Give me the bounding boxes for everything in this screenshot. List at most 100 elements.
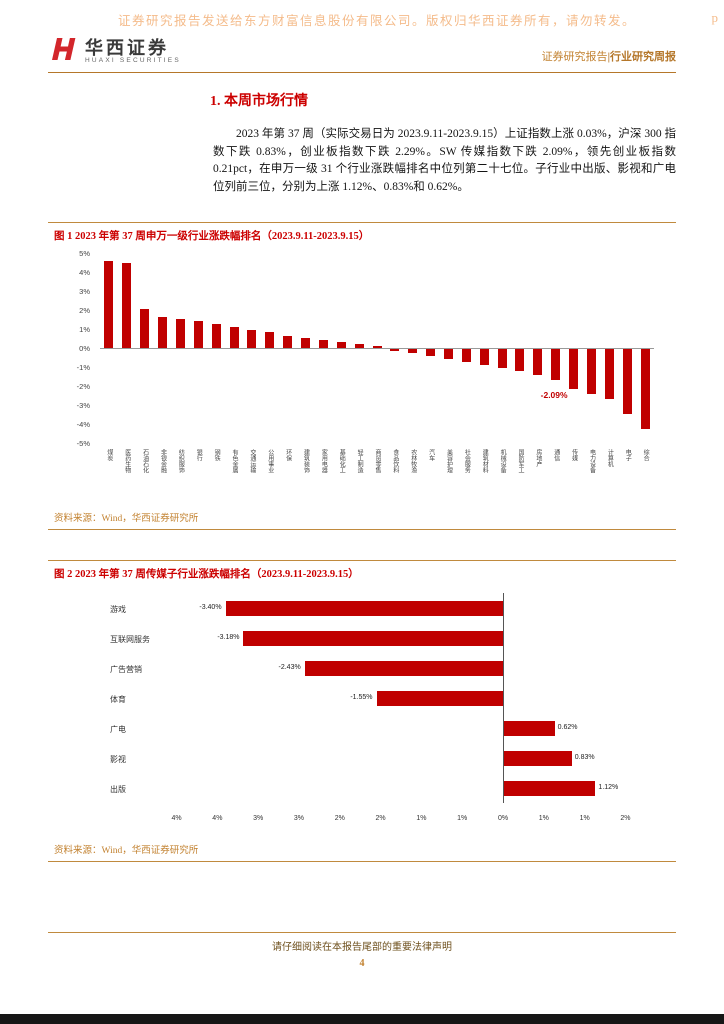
chart1-bar	[104, 260, 114, 348]
chart1-bar	[408, 349, 418, 353]
chart2-value-label: -3.40%	[199, 604, 222, 611]
chart1-bar	[640, 349, 650, 429]
chart1-ytick: 5%	[79, 249, 90, 258]
chart1-bar	[533, 349, 543, 376]
footer-legal-notice: 请仔细阅读在本报告尾部的重要法律声明	[272, 942, 452, 953]
chart1-xtick: 计算机	[606, 449, 613, 467]
chart1-xtick: 汽车	[427, 449, 434, 461]
chart2-bar	[504, 750, 572, 766]
chart2-category-label: 影视	[110, 754, 126, 764]
chart1-bar	[426, 349, 436, 356]
report-type-separator: |	[607, 51, 610, 63]
chart1-xtick: 通信	[552, 449, 559, 461]
chart1-bar	[497, 349, 507, 368]
section-title: 1. 本周市场行情	[210, 94, 308, 109]
chart1-xtick: 煤炭	[105, 449, 112, 461]
chart1-ytick: 4%	[79, 268, 90, 277]
figure-2-caption: 图 2 2023 年第 37 周传媒子行业涨跌幅排名（2023.9.11-202…	[48, 560, 676, 581]
chart2-category-labels: 游戏 互联网服务 广告营销 体育 广电 影视 出版	[110, 593, 170, 803]
chart1-xtick: 医药生物	[123, 449, 130, 473]
chart2-bar	[504, 780, 596, 796]
chart1-ytick: 1%	[79, 325, 90, 334]
chart1-ytick: 2%	[79, 306, 90, 315]
company-logo: 华西证券 HUAXI SECURITIES	[48, 37, 181, 66]
chart2-xtick: 3%	[253, 815, 264, 822]
chart1-annotation: -2.09%	[540, 389, 568, 400]
chart2-value-label: -2.43%	[278, 664, 301, 671]
chart1-xtick: 美容护理	[445, 449, 452, 473]
chart1-bar	[175, 319, 185, 348]
figure-1-source: 资料来源：Wind，华西证券研究所	[48, 505, 676, 530]
chart2-xtick: 2%	[334, 815, 345, 822]
page-number: 4	[359, 958, 365, 969]
chart1-xtick: 非银金融	[159, 449, 166, 473]
chart1-xtick: 有色金属	[231, 449, 238, 473]
chart1-xtick: 商贸零售	[374, 449, 380, 473]
chart1-bar	[586, 349, 596, 394]
chart2-category-label: 广电	[110, 724, 126, 734]
bottom-strip	[0, 1014, 724, 1024]
chart1-bar	[140, 309, 150, 348]
chart2-xtick: 3%	[293, 815, 305, 822]
chart1-xtick: 银行	[195, 449, 202, 461]
chart1-xtick: 综合	[642, 449, 649, 461]
chart2-category-label: 广告营销	[110, 664, 142, 674]
chart2-value-label: -3.18%	[217, 634, 240, 641]
chart1-bar	[247, 329, 257, 348]
chart1-ytick: -3%	[76, 401, 90, 410]
chart1-ytick: -5%	[76, 439, 90, 448]
logo-title: 华西证券	[85, 37, 169, 58]
figure-2: 图 2 2023 年第 37 周传媒子行业涨跌幅排名（2023.9.11-202…	[48, 560, 676, 862]
watermark-text: 证券研究报告发送给东方财富信息股份有限公司。版权归华西证券所有，请勿转发。	[118, 14, 637, 28]
chart1-bar	[622, 349, 632, 414]
chart2-zero-line	[503, 593, 505, 803]
chart1-xtick: 农林牧渔	[409, 449, 416, 473]
chart1-xtick: 社会服务	[463, 449, 470, 473]
chart2-xtick: 0%	[497, 815, 509, 822]
chart2-bar	[376, 690, 504, 706]
chart1-xtick: 基础化工	[338, 449, 345, 473]
chart1-bar	[372, 346, 382, 348]
chart2-category-label: 互联网服务	[110, 634, 150, 644]
report-type: 证券研究报告	[541, 51, 608, 63]
chart1-xtick: 房地产	[534, 449, 541, 467]
report-category: 行业研究周报	[610, 51, 676, 63]
chart1: 5% 4% 3% 2% 1% 0% -1% -2% -3% -4% -5% -2.09% 煤炭 医药生…	[48, 247, 676, 505]
chart1-xtick: 轻工制造	[356, 449, 363, 473]
chart2-xlabels: 4% 4% 3% 3% 2% 2% 1% 1% 0% 1% 1% 2%	[148, 815, 654, 829]
chart2-xtick: 4%	[171, 815, 182, 822]
chart2-value-label: -1.55%	[350, 694, 373, 701]
chart1-bar	[443, 349, 453, 359]
chart1-ytick: -4%	[76, 420, 90, 429]
chart1-bar	[301, 338, 311, 348]
chart2-category-label: 游戏	[110, 604, 126, 614]
chart1-ytick: 3%	[79, 287, 90, 296]
chart1-xtick: 环保	[284, 449, 291, 461]
chart1-xtick: 家用电器	[320, 449, 327, 473]
chart1-bar	[569, 349, 579, 389]
watermark-suffix: p	[711, 10, 719, 25]
chart1-plot: -2.09%	[100, 253, 654, 443]
logo-subtitle: HUAXI SECURITIES	[85, 56, 181, 64]
figure-2-source: 资料来源：Wind，华西证券研究所	[48, 837, 676, 862]
chart1-xtick: 石油石化	[141, 449, 148, 473]
chart1-bar	[551, 349, 561, 380]
report-type-label: 证券研究报告|行业研究周报	[542, 48, 676, 64]
chart1-zero-line	[100, 348, 654, 349]
chart1-ylabels: 5% 4% 3% 2% 1% 0% -1% -2% -3% -4% -5%	[48, 249, 94, 448]
chart2-category-label: 体育	[110, 694, 126, 704]
chart1-xtick: 电力设备	[588, 449, 595, 473]
chart2-plot: -3.40% -3.18% -2.43% -1.55% 0.62% 0.83% 1.12%	[148, 593, 654, 803]
chart1-bar	[479, 349, 489, 366]
chart2-xtick: 2%	[620, 815, 631, 822]
chart1-bar	[193, 321, 203, 348]
chart2-xtick: 4%	[212, 815, 223, 822]
chart1-ytick: -2%	[76, 382, 90, 391]
chart1-xlabels: 煤炭 医药生物 石油石化 非银金融 纺织服饰 银行 钢铁 有色金属 交通运输 公用事业 环保 建筑装饰…	[100, 447, 654, 505]
logo-text: 华西证券 HUAXI SECURITIES	[85, 39, 181, 65]
chart2-bar	[504, 720, 555, 736]
chart1-bar	[461, 349, 471, 362]
chart2-xtick: 1%	[538, 815, 549, 822]
chart1-bar	[390, 349, 400, 351]
